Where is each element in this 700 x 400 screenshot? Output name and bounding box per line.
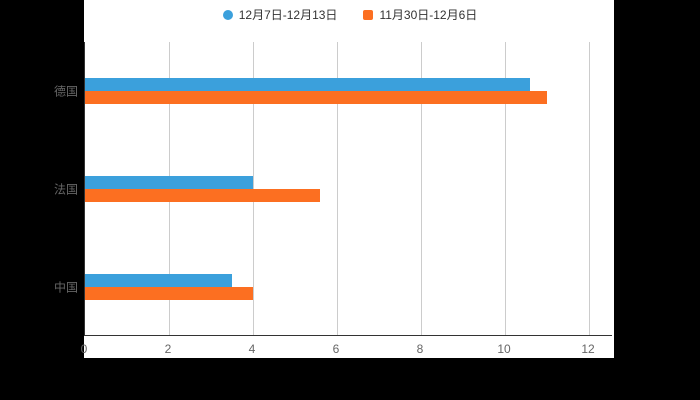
legend-label: 11月30日-12月6日 xyxy=(379,8,478,22)
legend-item-0[interactable]: 12月7日-12月13日 xyxy=(222,6,338,23)
legend-marker-icon xyxy=(222,9,233,20)
plot-area xyxy=(84,42,612,336)
bar-法国-series1[interactable] xyxy=(85,189,321,202)
x-axis-tick-4: 8 xyxy=(416,342,424,356)
y-axis-label-2: 中国 xyxy=(53,280,78,295)
legend: 12月7日-12月13日 11月30日-12月6日 xyxy=(0,6,700,23)
y-axis-label-0: 德国 xyxy=(53,84,78,99)
y-axis-label-1: 法国 xyxy=(53,182,78,197)
gridline xyxy=(589,42,590,335)
bar-德国-series1[interactable] xyxy=(85,91,547,104)
x-axis-tick-6: 12 xyxy=(581,342,595,356)
bar-法国-series0[interactable] xyxy=(85,176,253,189)
x-axis-tick-5: 10 xyxy=(497,342,511,356)
bar-中国-series0[interactable] xyxy=(85,274,232,287)
x-axis-tick-0: 0 xyxy=(80,342,88,356)
legend-label: 12月7日-12月13日 xyxy=(238,8,338,22)
gridline xyxy=(337,42,338,335)
gridline xyxy=(505,42,506,335)
x-axis-tick-2: 4 xyxy=(248,342,256,356)
gridline xyxy=(253,42,254,335)
legend-item-1[interactable]: 11月30日-12月6日 xyxy=(363,6,477,23)
bar-中国-series1[interactable] xyxy=(85,287,253,300)
bar-德国-series0[interactable] xyxy=(85,78,531,91)
x-axis-tick-3: 6 xyxy=(332,342,340,356)
gridline xyxy=(421,42,422,335)
legend-marker-icon xyxy=(363,9,374,20)
x-axis-tick-1: 2 xyxy=(164,342,172,356)
